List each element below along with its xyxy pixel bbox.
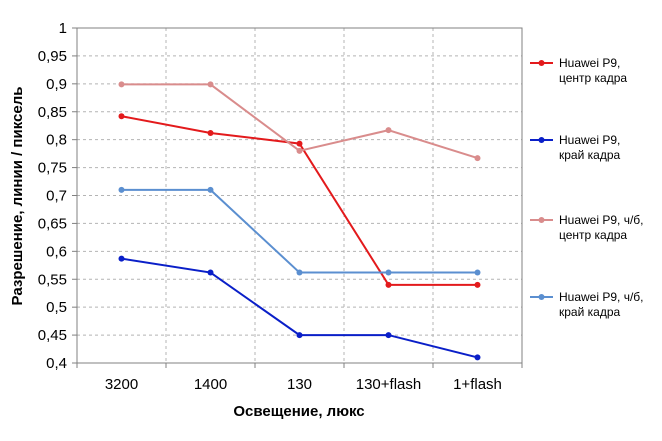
legend-marker (538, 217, 545, 223)
legend-label: Huawei P9, ч/б, (559, 213, 644, 227)
data-point (296, 269, 303, 276)
legend-label: край кадра (559, 305, 620, 319)
legend-label: Huawei P9, ч/б, (559, 290, 644, 304)
data-point (474, 281, 481, 288)
y-tick-label: 0,75 (38, 160, 67, 177)
data-point (385, 281, 392, 288)
legend-marker (538, 137, 545, 143)
y-tick-label: 0,65 (38, 215, 67, 232)
data-point (474, 155, 481, 162)
data-point (118, 255, 125, 262)
data-point (207, 269, 214, 276)
legend-label: центр кадра (559, 71, 627, 85)
y-tick-label: 0,6 (46, 243, 67, 260)
series-3 (118, 81, 481, 162)
y-tick-label: 0,5 (46, 299, 67, 316)
legend-label: край кадра (559, 148, 620, 162)
x-axis-title: Освещение, люкс (233, 403, 364, 420)
x-tick-label: 130+flash (356, 376, 421, 393)
data-point (118, 113, 125, 120)
y-tick-label: 0,55 (38, 271, 67, 288)
series-4 (118, 186, 481, 276)
legend-label: Huawei P9, (559, 56, 620, 70)
y-tick-label: 0,9 (46, 76, 67, 93)
x-tick-label: 3200 (105, 376, 138, 393)
data-point (207, 186, 214, 193)
series-line (121, 83, 478, 160)
data-point (296, 140, 303, 147)
y-tick-label: 0,8 (46, 132, 67, 149)
legend-item: Huawei P9, ч/б,центр кадра (530, 213, 644, 242)
series-1 (118, 113, 481, 288)
legend-item: Huawei P9,край кадра (530, 133, 620, 162)
data-point (385, 269, 392, 276)
x-tick-label: 1400 (194, 376, 227, 393)
legend-marker (538, 60, 545, 66)
data-point (385, 332, 392, 339)
data-point (118, 186, 125, 193)
x-tick-label: 1+flash (453, 376, 502, 393)
y-tick-label: 0,85 (38, 104, 67, 121)
legend-label: Huawei P9, (559, 133, 620, 147)
y-tick-label: 1 (59, 20, 67, 37)
y-tick-label: 0,4 (46, 355, 67, 372)
series-2 (118, 255, 481, 361)
data-point (207, 129, 214, 136)
data-point (296, 332, 303, 339)
y-axis-title: Разрешение, линии / пиксель (9, 87, 26, 306)
series-group (118, 81, 481, 361)
data-point (118, 81, 125, 88)
y-tick-label: 0,7 (46, 188, 67, 205)
y-axis-ticks: 0,4 0,45 0,5 0,55 0,6 0,65 0,7 0,75 0,8 0,85 0,9 0,… (38, 20, 77, 372)
data-point (296, 147, 303, 154)
legend-item: Huawei P9, ч/б,край кадра (530, 290, 644, 319)
grid (77, 28, 522, 363)
legend-label: центр кадра (559, 228, 627, 242)
series-line (121, 188, 478, 274)
data-point (474, 354, 481, 361)
data-point (385, 127, 392, 134)
legend-item: Huawei P9,центр кадра (530, 56, 627, 85)
data-point (207, 81, 214, 88)
legend-marker (538, 294, 545, 300)
x-axis-ticks: 3200 1400 130 130+flash 1+flash (76, 363, 523, 393)
data-point (474, 269, 481, 276)
x-tick-label: 130 (287, 376, 312, 393)
y-tick-label: 0,45 (38, 327, 67, 344)
y-tick-label: 0,95 (38, 48, 67, 65)
